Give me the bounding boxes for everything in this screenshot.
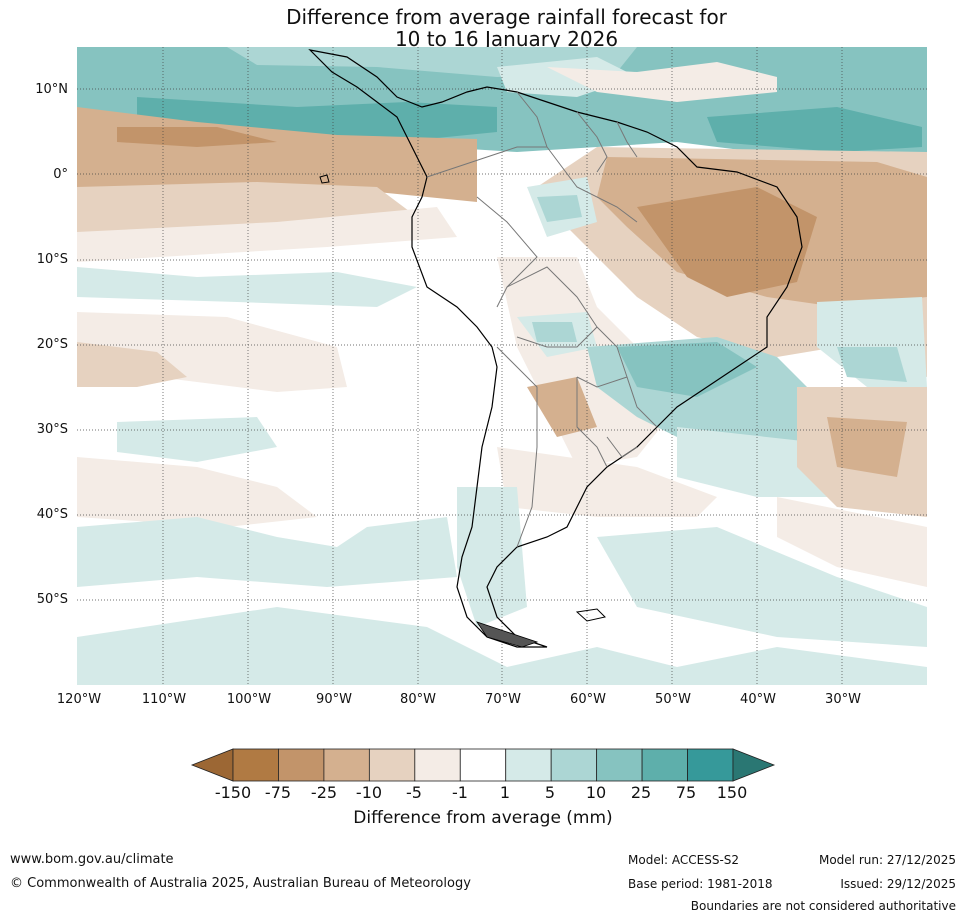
map-title-line1: Difference from average rainfall forecas…	[286, 5, 727, 29]
pacific-wet-south	[117, 417, 277, 462]
colorbar-cell	[687, 748, 734, 782]
colorbar-cell	[505, 748, 552, 782]
colorbar	[190, 748, 776, 782]
lon-label-100w: 100°W	[226, 692, 272, 707]
south-atlantic-wet	[597, 527, 927, 647]
colorbar-tick: 5	[544, 783, 556, 802]
issued-date: Issued: 29/12/2025	[840, 877, 956, 891]
map-canvas	[77, 47, 927, 685]
patagonia-wet	[457, 487, 527, 627]
colorbar-arrow-low	[190, 748, 234, 782]
south-atlantic-dry	[777, 497, 927, 587]
base-period: Base period: 1981-2018	[628, 877, 773, 891]
dry-band-equator-core	[117, 127, 277, 147]
brazil-dry-core	[637, 187, 817, 297]
colorbar-tick: 10	[585, 783, 607, 802]
lon-label-60w: 60°W	[570, 692, 606, 707]
galapagos-islands	[319, 174, 330, 184]
colorbar-tick: 150	[716, 783, 748, 802]
colorbar-label: Difference from average (mm)	[353, 808, 613, 828]
lon-label-90w: 90°W	[316, 692, 352, 707]
rainfall-anomaly-map	[77, 47, 927, 685]
lat-label-30s: 30°S	[36, 422, 68, 437]
colorbar-tick: -75	[264, 783, 292, 802]
colorbar-tick: 1	[499, 783, 511, 802]
colorbar-tick: 25	[630, 783, 652, 802]
colorbar-cell	[323, 748, 370, 782]
lon-label-50w: 50°W	[655, 692, 691, 707]
colorbar-tick: -25	[310, 783, 338, 802]
argentina-dry	[497, 447, 717, 517]
bolivia-wet-core	[532, 322, 577, 342]
lon-label-120w: 120°W	[56, 692, 102, 707]
wet-band-north-core	[137, 97, 497, 142]
colorbar-cell	[232, 748, 279, 782]
falkland-islands	[575, 608, 606, 622]
colorbar-tick: -5	[406, 783, 422, 802]
lat-label-40s: 40°S	[36, 507, 68, 522]
colorbar-tick: 75	[675, 783, 697, 802]
pacific-wet-stripe	[77, 267, 417, 307]
colorbar-tick: -150	[214, 783, 252, 802]
colorbar-cell	[550, 748, 598, 782]
colorbar-cell	[596, 748, 643, 782]
gran-chaco-dry	[527, 377, 597, 437]
atlantic-wet-core	[617, 342, 757, 397]
pacific-dry-core	[77, 342, 187, 387]
caribbean-dry	[547, 62, 777, 102]
amazon-wet-pocket-core	[537, 195, 582, 222]
country-borders	[426, 91, 658, 548]
model-run-date: Model run: 27/12/2025	[818, 853, 956, 867]
lat-label-10s: 10°S	[36, 252, 68, 267]
colorbar-tick: -10	[355, 783, 383, 802]
wet-band-north-core-east	[707, 107, 922, 152]
graticule	[77, 47, 927, 685]
lat-label-10n: 10°N	[35, 82, 68, 97]
pacific-dry-south	[77, 457, 317, 527]
lon-label-110w: 110°W	[141, 692, 187, 707]
lat-label-50s: 50°S	[36, 592, 68, 607]
colorbar-arrow-high	[732, 748, 776, 782]
lon-label-80w: 80°W	[400, 692, 436, 707]
southern-ocean-wet	[77, 607, 927, 685]
copyright-text: © Commonwealth of Australia 2025, Austra…	[10, 876, 471, 891]
dry-band-equator-light	[77, 182, 417, 242]
colorbar-cell	[459, 748, 507, 782]
lon-label-70w: 70°W	[485, 692, 521, 707]
colorbar-cell	[414, 748, 461, 782]
boundaries-note: Boundaries are not considered authoritat…	[690, 899, 956, 913]
lon-label-40w: 40°W	[740, 692, 776, 707]
colorbar-cell	[641, 748, 688, 782]
website-link[interactable]: www.bom.gov.au/climate	[10, 852, 174, 867]
south-america-coastline	[308, 49, 803, 648]
tierra-del-fuego	[476, 621, 539, 648]
colorbar-cell	[368, 748, 416, 782]
east-atlantic-wet-core	[837, 347, 907, 382]
model-name: Model: ACCESS-S2	[628, 853, 740, 867]
colorbar-cell	[278, 748, 325, 782]
lat-label-20s: 20°S	[36, 337, 68, 352]
lat-label-0: 0°	[53, 167, 68, 182]
colorbar-tick: -1	[452, 783, 468, 802]
dry-band-lighter	[77, 207, 457, 262]
east-atlantic-dry-core	[827, 417, 907, 477]
pacific-wet-far-south	[77, 517, 457, 587]
lon-label-30w: 30°W	[825, 692, 861, 707]
